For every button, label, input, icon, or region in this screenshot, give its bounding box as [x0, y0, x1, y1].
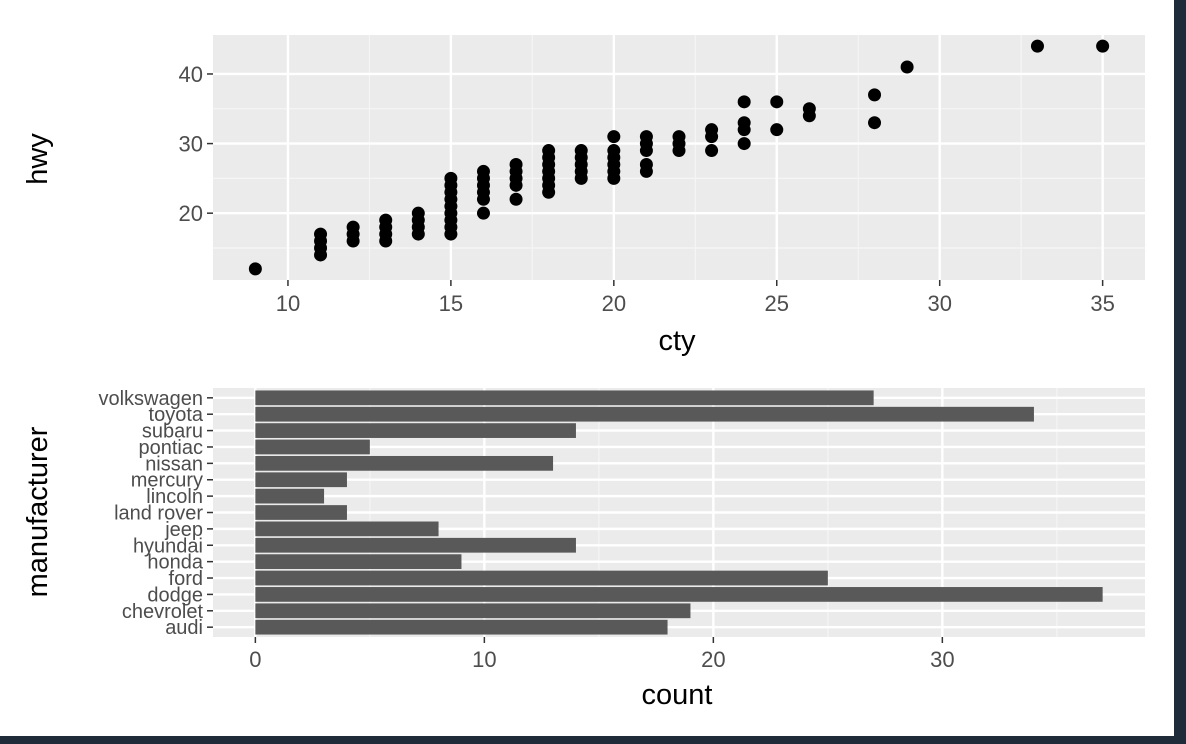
scatter-point: [770, 123, 784, 137]
scatter-point: [509, 157, 523, 171]
scatter-point: [1096, 39, 1110, 53]
scatter-x-tick-label: 25: [765, 291, 789, 316]
bar-mercury: [255, 472, 347, 488]
scatter-x-tick-label: 10: [276, 291, 300, 316]
bar-panel: audichevroletdodgefordhondahyundaijeepla…: [98, 388, 1145, 672]
scatter-x-tick-label: 15: [439, 291, 463, 316]
bar-category-label: honda: [147, 552, 203, 574]
scatter-point: [900, 60, 914, 74]
bar-x-tick-label: 0: [249, 647, 261, 672]
scatter-y-tick-label: 30: [179, 132, 203, 157]
scatter-point: [770, 95, 784, 109]
bar-category-label: mercury: [131, 470, 203, 492]
scatter-point: [737, 137, 751, 151]
figure-canvas: 10 15 20 25 30 35 20 30 40 audichevroletdodgefor…: [22, 35, 1145, 711]
scatter-x-axis-title: cty: [658, 325, 696, 357]
scatter-point: [314, 227, 328, 241]
scatter-x-tick-label: 30: [927, 291, 951, 316]
scatter-point: [607, 130, 621, 144]
scatter-y-tick-label: 20: [179, 201, 203, 226]
scatter-point: [868, 88, 882, 102]
bar-audi: [255, 619, 668, 635]
bar-dodge: [255, 587, 1103, 602]
scatter-point: [379, 213, 393, 227]
bar-category-label: pontiac: [139, 437, 204, 459]
scatter-point: [346, 220, 360, 234]
scatter-point: [411, 206, 425, 220]
scatter-point: [444, 171, 458, 185]
scatter-point: [868, 116, 882, 130]
scatter-point: [639, 157, 653, 171]
scatter-point: [607, 144, 621, 158]
bar-category-label: hyundai: [133, 535, 203, 557]
bar-x-tick-label: 30: [930, 647, 954, 672]
scatter-point: [737, 95, 751, 109]
bar-y-axis-title: manufacturer: [22, 426, 54, 597]
bar-ford: [255, 570, 828, 586]
scatter-point: [705, 123, 719, 137]
bar-category-label: ford: [169, 568, 203, 590]
bar-lincoln: [255, 488, 325, 504]
scatter-point: [248, 262, 262, 276]
bar-nissan: [255, 455, 554, 471]
scatter-point: [542, 144, 556, 158]
bar-category-label: toyota: [149, 404, 204, 426]
scatter-y-axis-title: hwy: [22, 133, 54, 185]
bar-toyota: [255, 406, 1034, 422]
scatter-point: [705, 144, 719, 158]
scatter-point: [476, 206, 490, 220]
bar-volkswagen: [255, 390, 874, 406]
figure-frame: 10 15 20 25 30 35 20 30 40 audi chevrolet dodge for…: [0, 0, 1174, 736]
scatter-panel: 10 15 20 25 30 35 20 30 40: [179, 35, 1145, 316]
bar-category-label: dodge: [147, 584, 203, 606]
bar-category-label: volkswagen: [98, 388, 203, 410]
bar-category-label: nissan: [145, 453, 203, 475]
scatter-x-tick-label: 35: [1090, 291, 1114, 316]
bar-category-label: land rover: [114, 503, 203, 525]
bar-honda: [255, 554, 462, 570]
scatter-x-tick-label: 20: [602, 291, 626, 316]
bar-category-label: subaru: [142, 421, 203, 443]
scatter-point: [672, 130, 686, 144]
bar-category-label: chevrolet: [122, 601, 204, 623]
bar-x-axis-title: count: [642, 679, 713, 711]
bar-hyundai: [255, 537, 576, 553]
scatter-panel-background: [213, 35, 1145, 280]
bar-subaru: [255, 423, 576, 438]
scatter-point: [1030, 39, 1044, 53]
bar-x-tick-label: 10: [472, 647, 496, 672]
scatter-point: [509, 192, 523, 206]
scatter-point: [802, 102, 816, 116]
bar-jeep: [255, 521, 439, 537]
scatter-point: [737, 116, 751, 130]
scatter-y-tick-label: 40: [179, 62, 203, 87]
bar-chevrolet: [255, 603, 691, 619]
bar-x-tick-label: 20: [701, 647, 725, 672]
scatter-point: [476, 164, 490, 178]
bar-pontiac: [255, 439, 370, 455]
bar-category-label: lincoln: [146, 486, 203, 508]
bar-land-rover: [255, 505, 347, 520]
bar-category-label: jeep: [164, 519, 203, 541]
scatter-point: [574, 144, 588, 158]
bar-category-label: audi: [165, 617, 203, 639]
scatter-point: [639, 130, 653, 144]
